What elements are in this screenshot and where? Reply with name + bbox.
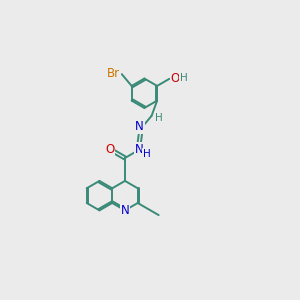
Text: O: O — [105, 143, 114, 156]
Text: N: N — [121, 205, 129, 218]
Text: N: N — [135, 120, 144, 133]
Text: H: H — [143, 149, 151, 159]
Text: H: H — [180, 73, 188, 83]
Text: N: N — [135, 143, 143, 156]
Text: H: H — [155, 113, 163, 123]
Text: OH: OH — [171, 72, 189, 85]
Text: Br: Br — [107, 67, 120, 80]
